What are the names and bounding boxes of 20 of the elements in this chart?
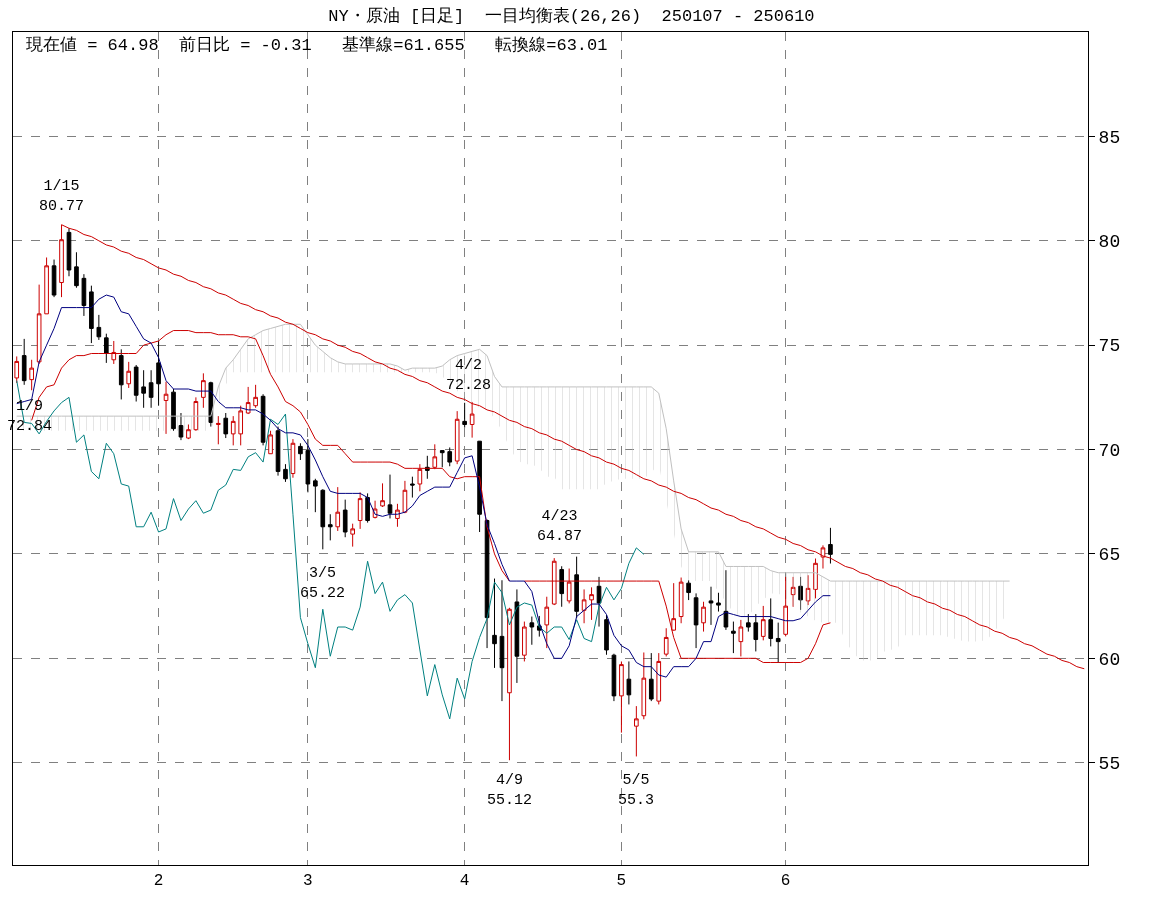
chart-title: NY・原油 [日足] 一目均衡表(26,26) 250107 - 250610 xyxy=(328,6,815,26)
annotation: 4/2 72.28 xyxy=(446,357,492,394)
x-tick-label: 4 xyxy=(459,872,470,891)
y-tick-label: 55 xyxy=(1098,754,1121,774)
annotation: 4/23 64.87 xyxy=(537,508,583,545)
y-tick-label: 80 xyxy=(1098,232,1121,253)
x-tick-label: 5 xyxy=(616,872,627,891)
annotation: 4/9 55.12 xyxy=(487,772,533,809)
y-tick-label: 70 xyxy=(1098,440,1121,461)
annotation: 3/5 65.22 xyxy=(300,565,346,602)
y-tick-label: 75 xyxy=(1098,336,1121,357)
y-tick-label: 85 xyxy=(1098,127,1121,148)
x-tick-label: 6 xyxy=(780,872,791,891)
y-tick-label: 60 xyxy=(1098,649,1121,670)
annotation: 5/5 55.3 xyxy=(618,772,655,809)
x-tick-label: 3 xyxy=(303,872,313,891)
chart-subtitle: 現在値 = 64.98 前日比 = -0.31 基準線=61.655 転換線=63.01 xyxy=(26,36,608,55)
x-tick-label: 2 xyxy=(153,872,164,891)
y-tick-label: 65 xyxy=(1098,545,1121,566)
annotation: 1/15 80.77 xyxy=(39,178,85,215)
